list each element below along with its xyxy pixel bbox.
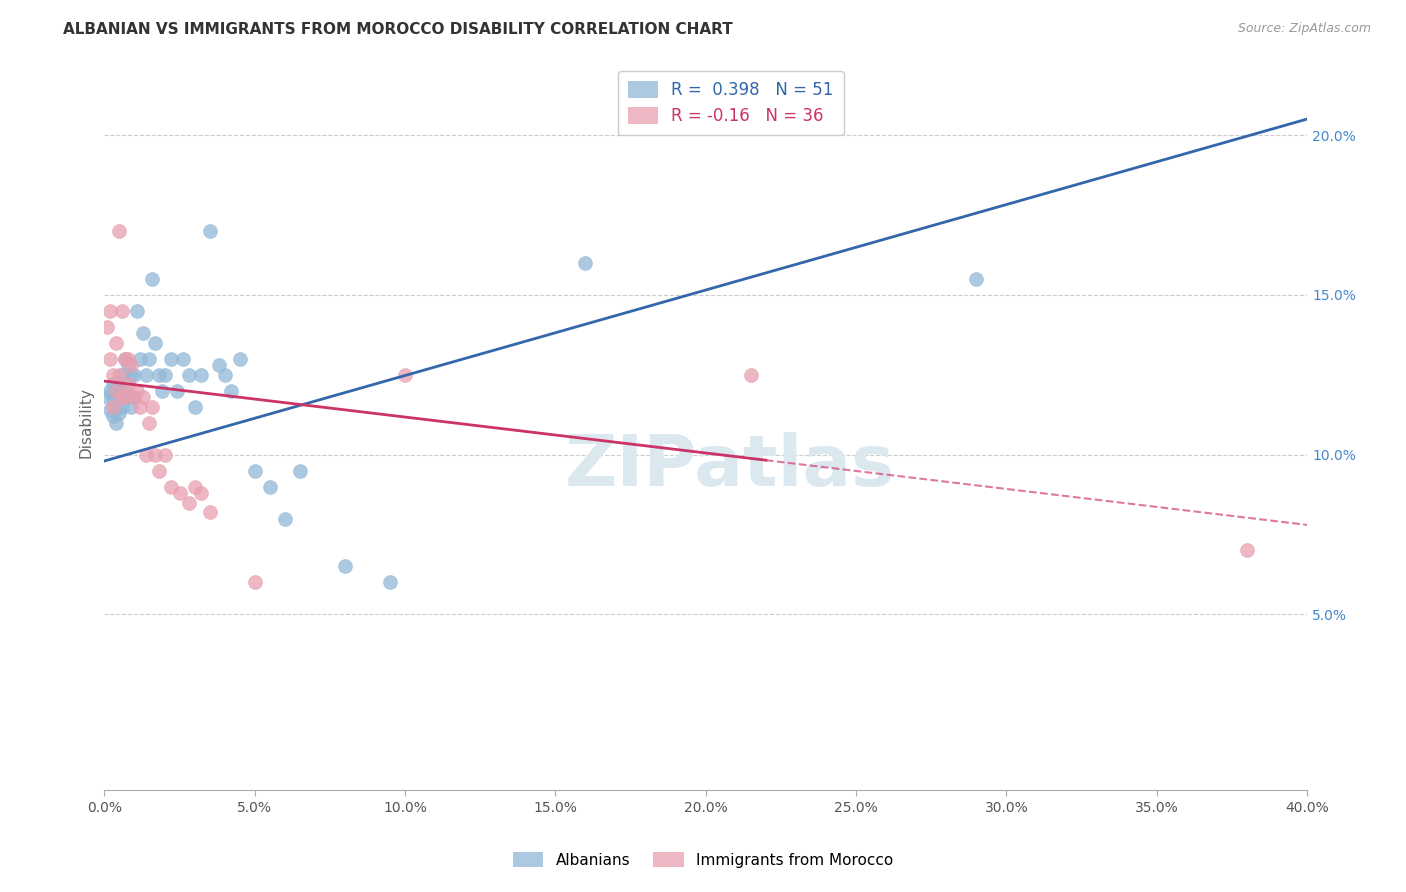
Point [127,303,149,318]
Point [208,358,231,372]
Text: ALBANIAN VS IMMIGRANTS FROM MOROCCO DISABILITY CORRELATION CHART: ALBANIAN VS IMMIGRANTS FROM MOROCCO DISA… [63,22,733,37]
Point [108,368,131,382]
Point [124,368,146,382]
Point [111,368,134,382]
Point [117,358,139,372]
Point [105,335,128,350]
Point [96,390,118,404]
Point [103,390,125,404]
Text: ZIPatlas: ZIPatlas [565,433,894,501]
Point [169,486,191,500]
Point [219,384,242,398]
Point [100,384,122,398]
Point [120,358,142,372]
Point [138,416,160,430]
Point [108,390,131,404]
Point [153,368,176,382]
Y-axis label: Disability: Disability [79,387,93,458]
Point [138,351,160,366]
Legend: R =  0.398   N = 51, R = -0.16   N = 36: R = 0.398 N = 51, R = -0.16 N = 36 [617,70,844,136]
Point [103,377,125,392]
Point [117,377,139,392]
Point [145,335,167,350]
Point [148,464,170,478]
Point [198,505,221,519]
Point [96,319,118,334]
Point [177,495,200,509]
Point [574,256,596,270]
Point [965,272,987,286]
Point [141,272,163,286]
Point [105,400,128,414]
Point [120,400,142,414]
Point [108,224,131,238]
Point [288,464,311,478]
Point [114,390,136,404]
Point [111,390,134,404]
Point [394,368,416,382]
Point [111,303,134,318]
Point [103,409,125,424]
Point [259,479,281,493]
Point [228,351,250,366]
Point [148,368,170,382]
Point [166,384,188,398]
Point [120,368,142,382]
Point [141,400,163,414]
Point [378,575,401,590]
Point [117,390,139,404]
Point [190,368,212,382]
Point [124,390,146,404]
Point [183,479,205,493]
Text: Source: ZipAtlas.com: Source: ZipAtlas.com [1237,22,1371,36]
Point [159,351,181,366]
Point [108,406,131,420]
Point [153,448,176,462]
Point [114,384,136,398]
Point [243,464,266,478]
Point [100,303,122,318]
Point [159,479,181,493]
Point [135,368,157,382]
Point [100,402,122,417]
Point [740,368,762,382]
Point [105,384,128,398]
Point [333,559,356,574]
Point [274,511,297,525]
Point [214,368,236,382]
Point [132,390,155,404]
Point [129,400,152,414]
Legend: Albanians, Immigrants from Morocco: Albanians, Immigrants from Morocco [506,846,900,873]
Point [132,326,155,341]
Point [190,486,212,500]
Point [150,384,173,398]
Point [124,390,146,404]
Point [103,368,125,382]
Point [135,448,157,462]
Point [105,384,128,398]
Point [183,400,205,414]
Point [100,351,122,366]
Point [114,351,136,366]
Point [243,575,266,590]
Point [111,400,134,414]
Point [103,400,125,414]
Point [129,351,152,366]
Point [127,384,149,398]
Point [172,351,194,366]
Point [114,351,136,366]
Point [145,448,167,462]
Point [108,377,131,392]
Point [1236,543,1258,558]
Point [177,368,200,382]
Point [117,351,139,366]
Point [105,416,128,430]
Point [198,224,221,238]
